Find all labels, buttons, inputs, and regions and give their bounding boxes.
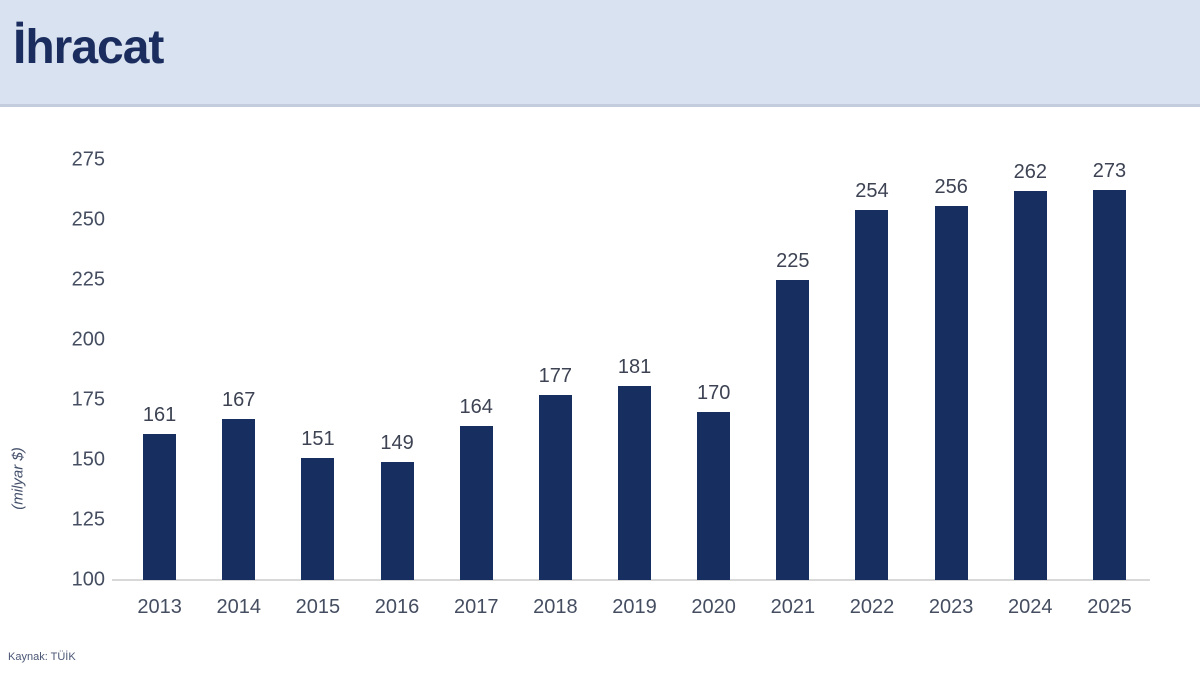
x-tick-label: 2017 <box>453 596 499 618</box>
y-tick-125: 125 <box>71 508 105 531</box>
x-tick-label: 2025 <box>1087 596 1132 618</box>
bar-value-label: 167 <box>222 389 256 412</box>
bar <box>143 433 177 580</box>
bar-column-2013: 161 2013 <box>120 160 199 618</box>
x-axis-baseline <box>112 579 1150 581</box>
header-band: İhracat <box>0 0 1200 107</box>
bar-column-2019: 181 2019 <box>595 160 674 618</box>
bar-value-label: 161 <box>142 403 177 426</box>
bar <box>934 205 968 580</box>
bar <box>697 412 731 580</box>
bar-column-2025: 273 2025 <box>1070 160 1149 618</box>
bar-value-label: 149 <box>380 432 414 455</box>
bar <box>855 210 889 580</box>
bar <box>459 426 493 580</box>
bar-column-2015: 151 2015 <box>278 160 357 618</box>
bar <box>538 395 572 580</box>
x-tick-label: 2022 <box>849 596 895 618</box>
y-tick-100: 100 <box>71 568 105 591</box>
bar <box>618 385 652 580</box>
x-tick-label: 2023 <box>928 596 974 618</box>
y-axis-ticks: 100 125 150 175 200 225 250 275 <box>55 0 105 675</box>
bar-column-2018: 177 2018 <box>516 160 595 618</box>
x-tick-label: 2018 <box>533 596 578 618</box>
bar-value-label: 170 <box>696 382 731 404</box>
y-axis-label: (milyar $) <box>9 447 27 510</box>
page-title: İhracat <box>13 21 164 74</box>
bar-column-2017: 164 2017 <box>437 160 516 618</box>
bar-value-label: 273 <box>1092 160 1127 182</box>
x-tick-label: 2016 <box>374 596 420 618</box>
bar <box>1092 190 1126 580</box>
bar-value-label: 164 <box>459 396 493 419</box>
y-tick-225: 225 <box>71 268 105 291</box>
bar-value-label: 151 <box>301 427 335 450</box>
bar-column-2016: 149 2016 <box>357 160 436 618</box>
x-tick-label: 2014 <box>216 596 261 618</box>
plot-area: 161 2013 167 2014 151 2015 149 2016 164 2017 177 20… <box>120 160 1149 618</box>
bar-value-label: 181 <box>617 355 652 378</box>
bar-column-2024: 262 2024 <box>991 160 1070 618</box>
bar <box>1013 191 1047 580</box>
y-tick-200: 200 <box>71 328 105 351</box>
bar-column-2020: 170 2020 <box>674 160 753 618</box>
bar-value-label: 225 <box>776 250 810 272</box>
source-note: Kaynak: TÜİK <box>8 651 76 663</box>
x-tick-label: 2015 <box>295 596 341 618</box>
bar-column-2023: 256 2023 <box>912 160 991 618</box>
y-tick-275: 275 <box>71 148 105 171</box>
bar-value-label: 256 <box>934 175 968 198</box>
bar <box>776 280 810 580</box>
y-tick-250: 250 <box>71 208 105 231</box>
bar <box>222 419 256 580</box>
x-tick-label: 2019 <box>612 596 657 618</box>
x-tick-label: 2020 <box>691 596 736 618</box>
y-tick-150: 150 <box>71 448 105 471</box>
bar-column-2022: 254 2022 <box>832 160 911 618</box>
x-tick-label: 2013 <box>137 596 182 618</box>
y-tick-175: 175 <box>71 388 105 411</box>
bar-value-label: 177 <box>538 365 573 388</box>
bar-value-label: 254 <box>855 180 889 203</box>
bar-column-2014: 167 2014 <box>199 160 278 618</box>
bar <box>301 457 335 580</box>
x-tick-label: 2021 <box>770 596 816 618</box>
bar <box>380 462 414 580</box>
bar-column-2021: 225 2021 <box>753 160 832 618</box>
x-tick-label: 2024 <box>1008 596 1053 618</box>
bar-value-label: 262 <box>1013 161 1047 184</box>
